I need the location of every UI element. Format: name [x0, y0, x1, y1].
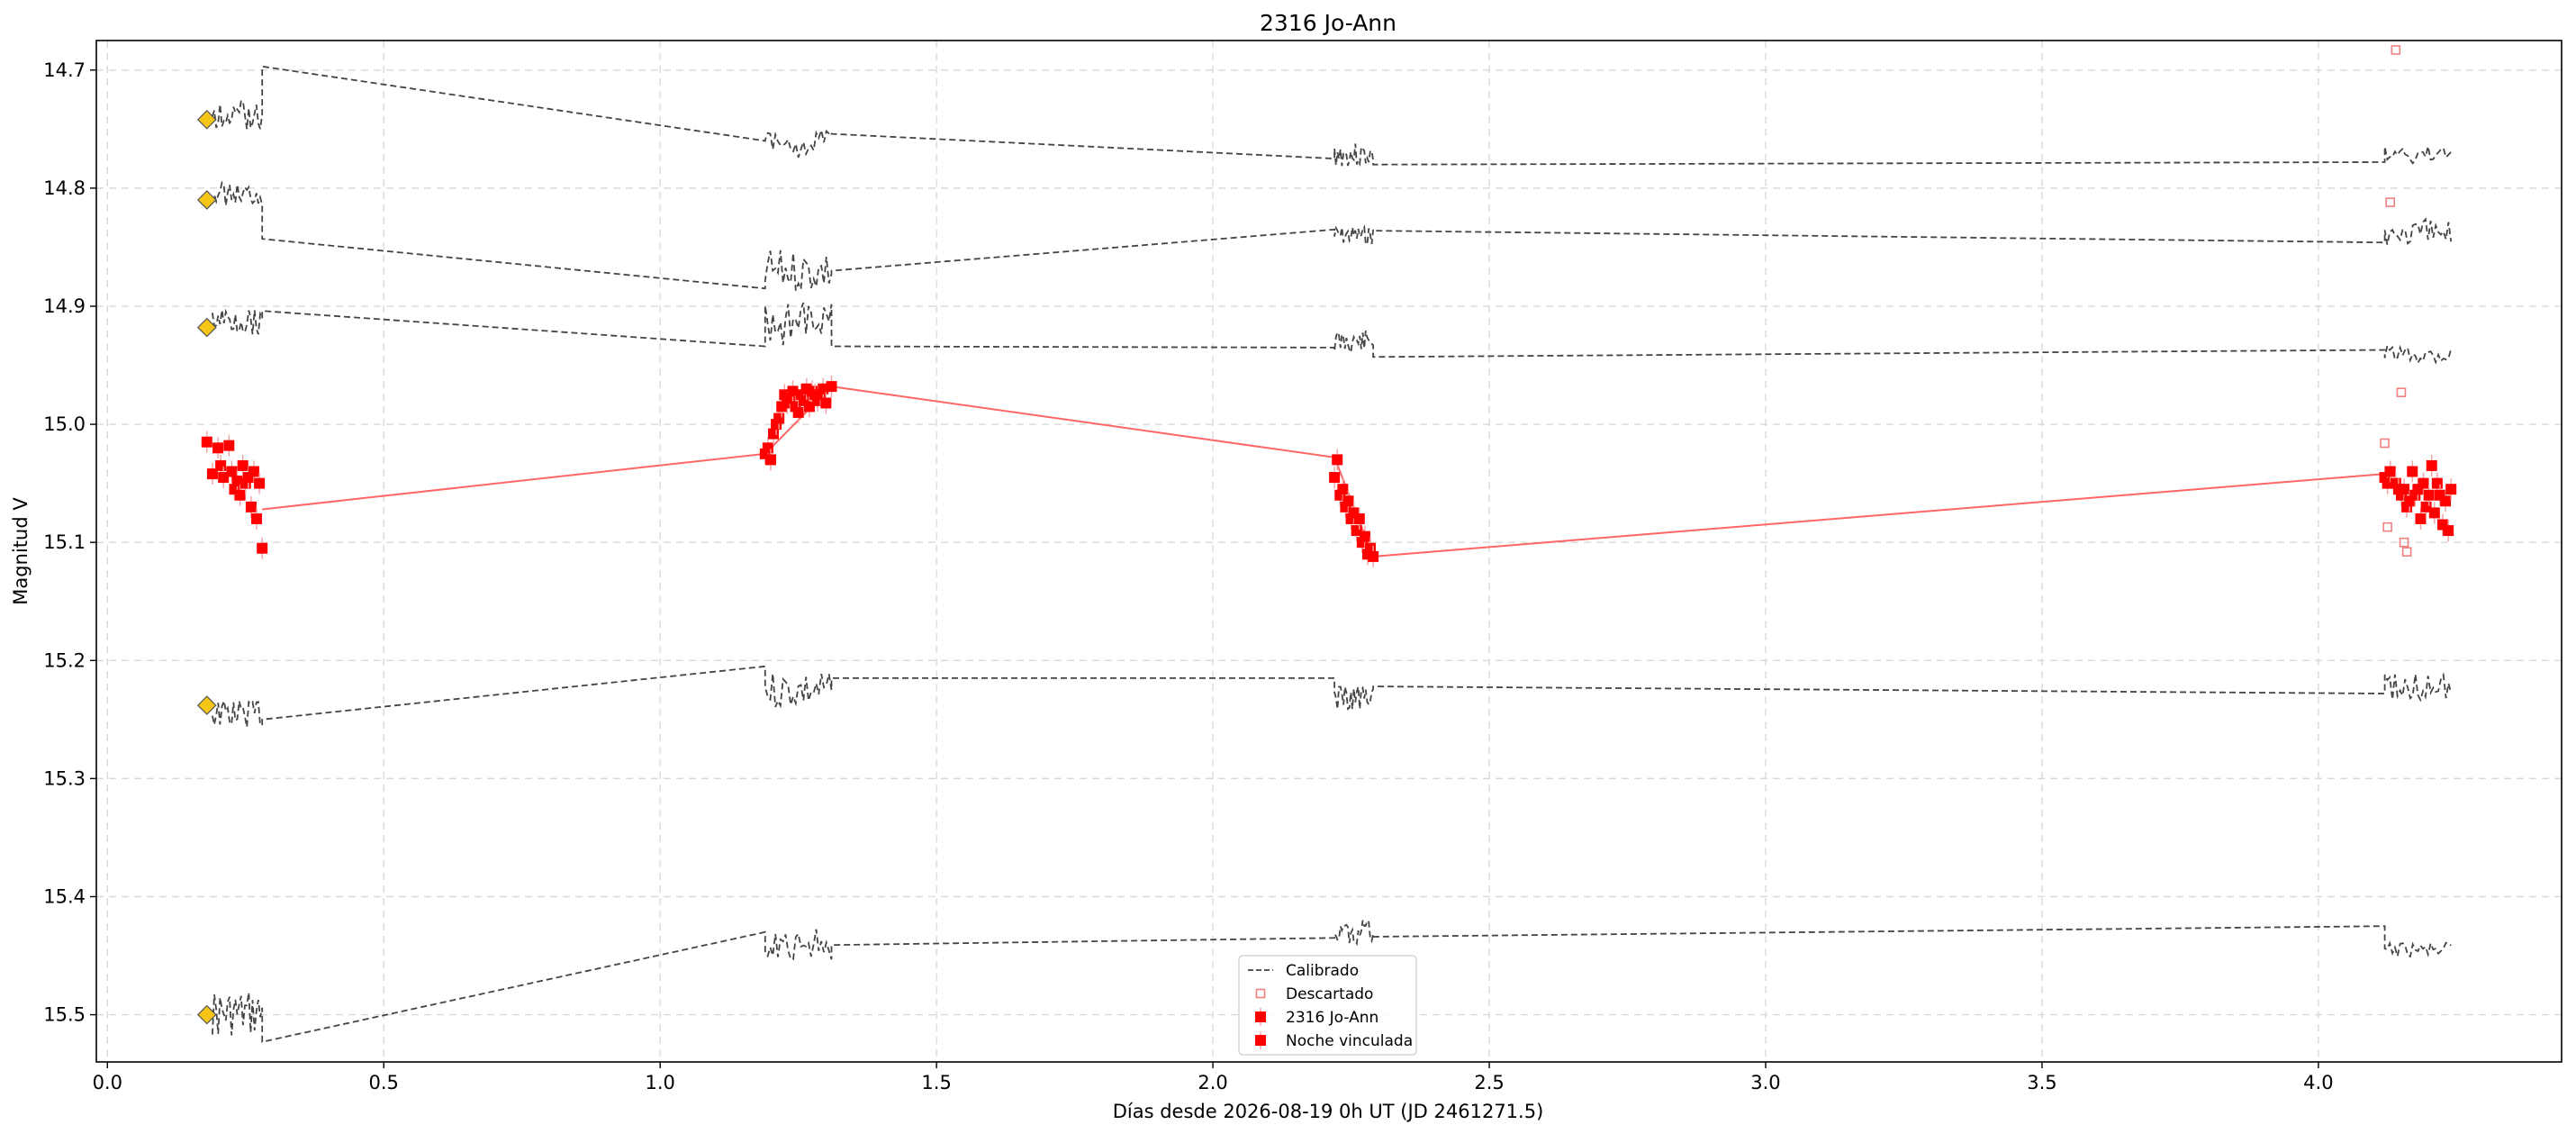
target-point: [2426, 459, 2437, 471]
legend-box: [1238, 955, 1417, 1056]
target-point: [201, 436, 212, 448]
target-point: [223, 440, 235, 451]
start-marker: [196, 109, 217, 130]
target-point: [1337, 484, 1349, 495]
x-tick-label: 3.0: [1750, 1072, 1780, 1093]
grid: [96, 41, 2562, 1062]
y-tick-label: 15.1: [43, 531, 86, 553]
target-point: [1342, 495, 1354, 507]
target-point: [762, 442, 773, 454]
target-point: [2443, 525, 2454, 537]
comparison-line: [212, 665, 2453, 728]
discarded-point: [2380, 438, 2390, 449]
target-point: [2407, 466, 2418, 477]
start-marker: [196, 1004, 217, 1025]
chart-title: 2316 Jo-Ann: [1260, 10, 1396, 36]
plot-frame: [95, 40, 2562, 1063]
x-tick-label: 2.5: [1474, 1072, 1504, 1093]
target-point: [234, 489, 246, 501]
discarded-point: [2382, 522, 2392, 532]
target-point: [773, 413, 785, 424]
target-point: [820, 397, 832, 409]
target-point: [787, 386, 799, 397]
legend: Calibrado Descartado 2316 Jo-Ann Noche vinc…: [1238, 955, 1417, 1056]
x-tick-label: 2.0: [1198, 1072, 1227, 1093]
target-point: [2384, 466, 2396, 477]
legend-label: Calibrado: [1286, 962, 1359, 980]
target-point: [237, 459, 249, 471]
target-point: [257, 542, 268, 554]
target-point: [1329, 472, 1341, 484]
y-tick-label: 14.8: [43, 177, 86, 199]
x-tick-label: 3.5: [2027, 1072, 2056, 1093]
comparison-line: [212, 65, 2452, 168]
plot-marks: [196, 45, 2457, 1043]
legend-label: Descartado: [1286, 985, 1373, 1003]
x-axis-label: Días desde 2026-08-19 0h UT (JD 2461271.…: [1113, 1101, 1544, 1122]
x-axis: 0.0 0.5 1.0 1.5 2.0 2.5 3.0 3.5 4.0: [93, 1062, 2334, 1093]
target-point: [231, 475, 243, 486]
target-point: [2423, 489, 2435, 501]
discarded-point: [2401, 547, 2412, 557]
target-point: [818, 383, 829, 395]
y-tick-label: 14.7: [43, 59, 86, 81]
x-tick-label: 0.0: [93, 1072, 122, 1093]
discarded-point: [2385, 197, 2395, 207]
plot-area: [196, 45, 2457, 1043]
x-tick-label: 0.5: [369, 1072, 399, 1093]
target-point: [2399, 484, 2410, 495]
target-point: [245, 501, 257, 513]
discarded-point: [2396, 387, 2407, 397]
target-point: [826, 381, 837, 393]
start-marker: [196, 317, 217, 338]
target-point: [2418, 477, 2429, 489]
target-point: [215, 459, 227, 471]
target-point: [1368, 550, 1379, 562]
legend-swatch-descartado: [1255, 988, 1266, 999]
comparison-line: [212, 302, 2453, 366]
target-point: [218, 472, 230, 484]
start-marker: [196, 695, 217, 715]
target-point: [212, 442, 224, 454]
target-point: [1353, 513, 1365, 524]
y-axis-label: Magnitud V: [10, 497, 32, 605]
y-axis: 14.7 14.8 14.9 15.0 15.1 15.2 15.3 15.4 15.5: [43, 59, 96, 1026]
discarded-point: [2399, 537, 2409, 548]
target-point: [226, 466, 238, 477]
target-point: [206, 468, 218, 480]
target-point: [764, 454, 776, 466]
y-tick-label: 15.4: [43, 885, 86, 907]
y-tick-label: 15.2: [43, 649, 86, 671]
target-point: [768, 428, 780, 440]
target-point: [2440, 495, 2452, 507]
y-tick-label: 15.3: [43, 767, 86, 789]
target-point: [254, 477, 266, 489]
target-point: [251, 513, 263, 524]
x-tick-label: 1.0: [645, 1072, 674, 1093]
legend-swatch-point: [1255, 1035, 1266, 1046]
target-point: [2445, 484, 2457, 495]
start-marker: [196, 190, 217, 210]
x-tick-label: 1.5: [921, 1072, 951, 1093]
y-tick-label: 15.0: [43, 413, 86, 435]
y-tick-label: 14.9: [43, 295, 86, 317]
target-point: [2428, 507, 2440, 519]
linked-night-line: [262, 386, 2385, 558]
target-point: [2431, 477, 2443, 489]
discarded-point: [2391, 45, 2401, 55]
y-tick-label: 15.5: [43, 1004, 86, 1026]
target-point: [1359, 531, 1370, 542]
comparison-line: [212, 180, 2453, 291]
target-point: [2415, 513, 2427, 524]
target-point: [803, 401, 815, 413]
legend-swatch-point: [1255, 1012, 1266, 1022]
target-point: [1332, 454, 1343, 466]
comparison-line: [212, 919, 2452, 1043]
target-point: [248, 466, 259, 477]
x-tick-label: 4.0: [2303, 1072, 2333, 1093]
legend-label: 2316 Jo-Ann: [1286, 1009, 1378, 1027]
target-point: [792, 406, 804, 418]
legend-label: Noche vinculada: [1286, 1032, 1413, 1050]
